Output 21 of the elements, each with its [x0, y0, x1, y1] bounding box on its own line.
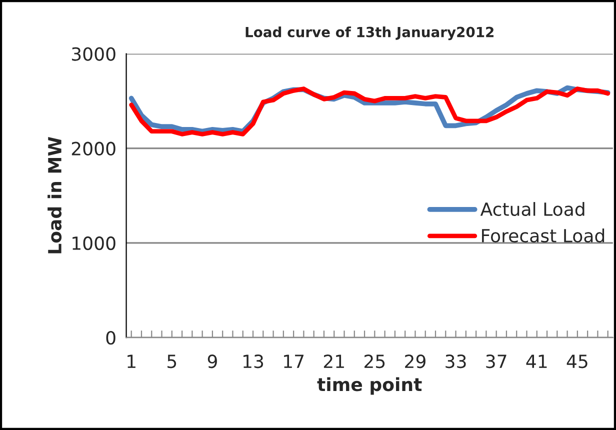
x-tick-label: 33: [446, 354, 466, 368]
y-tick-label: 2000: [72, 142, 116, 156]
x-axis-title: time point: [317, 377, 422, 395]
x-tick-label: 13: [244, 354, 264, 368]
x-tick-label: 45: [566, 354, 588, 368]
x-tick-label: 25: [364, 354, 385, 368]
y-axis-title: Load in MW: [48, 136, 62, 254]
y-tick-label: 3000: [72, 47, 116, 61]
x-tick-label: 37: [486, 354, 506, 368]
x-tick-label: 29: [405, 354, 426, 368]
x-tick-label: 41: [526, 354, 547, 368]
legend-label: Forecast Load: [482, 228, 604, 243]
x-tick-label: 5: [168, 354, 176, 368]
chart-title: Load curve of 13th January2012: [246, 26, 494, 40]
x-tick-label: 1: [128, 354, 136, 368]
y-tick-label: 0: [106, 331, 116, 345]
y-tick-label: 1000: [72, 236, 116, 250]
x-tick-label: 17: [284, 354, 304, 368]
x-tick-label: 21: [324, 354, 344, 368]
x-tick-label: 9: [208, 354, 217, 368]
legend-label: Actual Load: [480, 202, 584, 216]
